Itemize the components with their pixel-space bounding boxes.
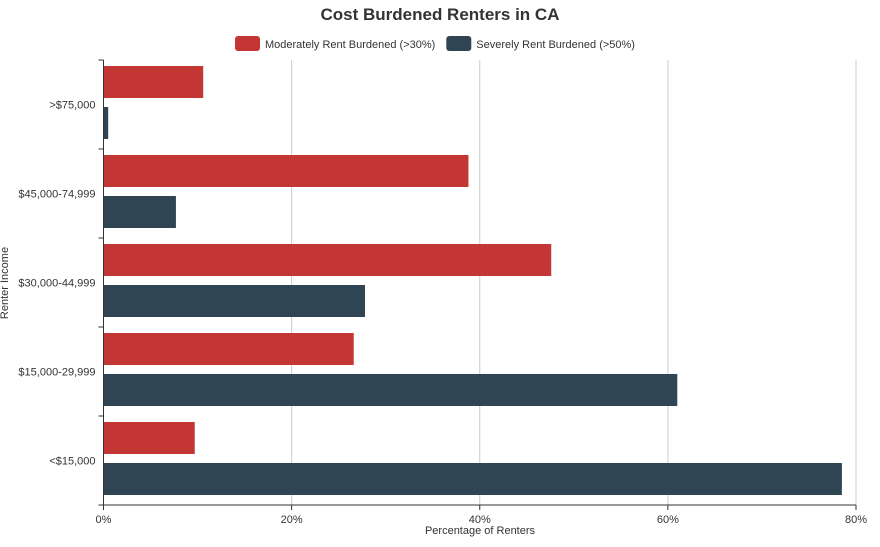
bar-moderate: [103, 333, 354, 365]
y-tick-label: $15,000-29,999: [18, 367, 95, 379]
x-tick-label: 40%: [469, 514, 491, 526]
y-tick-label: $30,000-44,999: [18, 278, 95, 290]
x-tick-label: 0%: [96, 514, 112, 526]
chart-title: Cost Burdened Renters in CA: [321, 5, 560, 24]
legend-label: Moderately Rent Burdened (>30%): [265, 39, 435, 51]
legend-swatch: [446, 36, 472, 51]
bar-moderate: [103, 422, 195, 454]
x-axis-label: Percentage of Renters: [425, 525, 536, 537]
legend: Moderately Rent Burdened (>30%) Severely …: [235, 36, 635, 51]
bar-severe: [103, 285, 365, 317]
bar-moderate: [103, 244, 552, 276]
y-axis-label: Renter Income: [0, 247, 11, 319]
y-tick-label: >$75,000: [49, 100, 95, 112]
x-tick-label: 80%: [845, 514, 867, 526]
bar-moderate: [103, 155, 469, 187]
bar-severe: [103, 107, 109, 139]
x-tick-label: 60%: [657, 514, 679, 526]
y-tick-label: <$15,000: [49, 456, 95, 468]
bar-severe: [103, 196, 176, 228]
legend-swatch: [235, 36, 260, 51]
bar-severe: [103, 374, 678, 406]
bar-moderate: [103, 66, 204, 98]
y-tick-label: $45,000-74,999: [18, 189, 95, 201]
x-tick-label: 20%: [281, 514, 303, 526]
bar-severe: [103, 463, 842, 495]
legend-label: Severely Rent Burdened (>50%): [476, 39, 635, 51]
